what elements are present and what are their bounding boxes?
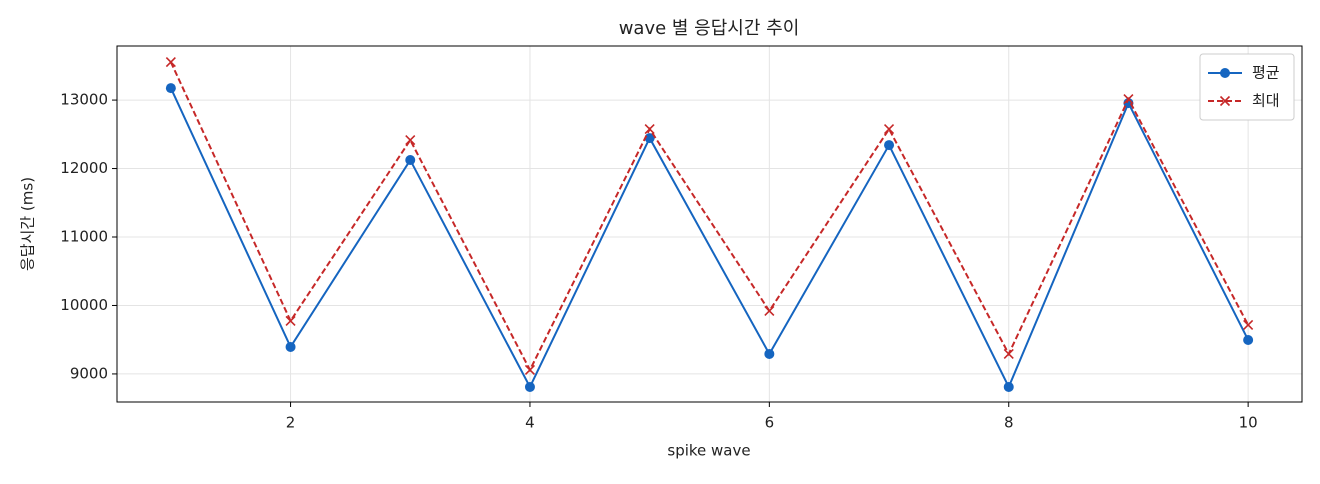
data-point xyxy=(1123,93,1134,105)
x-tick-label: 2 xyxy=(286,414,296,432)
x-tick-label: 8 xyxy=(1004,414,1014,432)
y-tick-label: 9000 xyxy=(70,364,108,382)
data-point xyxy=(644,123,655,135)
series-line xyxy=(169,61,1250,373)
plot-frame xyxy=(116,45,1303,403)
data-point xyxy=(285,341,296,352)
series-line xyxy=(169,87,1250,390)
data-point xyxy=(884,140,895,151)
y-tick-label: 12000 xyxy=(60,159,108,177)
legend-label: 평균 xyxy=(1252,64,1280,82)
x-tick-label: 10 xyxy=(1239,414,1258,432)
x-tick-label: 4 xyxy=(525,414,535,432)
y-tick-label: 11000 xyxy=(60,228,108,246)
y-tick-label: 13000 xyxy=(60,91,108,109)
data-point xyxy=(1243,334,1254,345)
data-point xyxy=(405,155,416,166)
x-tick-label: 6 xyxy=(765,414,775,432)
data-point xyxy=(165,57,176,68)
data-point xyxy=(285,315,296,327)
x-axis-label: spike wave xyxy=(667,442,750,460)
legend-box xyxy=(1199,53,1295,121)
data-point xyxy=(524,364,536,376)
data-point xyxy=(883,123,895,135)
chart-title: wave 별 응답시간 추이 xyxy=(619,18,800,39)
data-point xyxy=(524,381,535,392)
y-axis-label: 응답시간 (ms) xyxy=(19,177,37,271)
y-tick-label: 10000 xyxy=(60,296,108,314)
data-point xyxy=(1003,348,1014,360)
data-point xyxy=(1003,381,1014,392)
data-point xyxy=(165,83,176,94)
data-point xyxy=(764,305,775,317)
legend-marker xyxy=(1219,95,1231,107)
data-point xyxy=(1243,319,1254,331)
legend-label: 최대 xyxy=(1252,92,1280,110)
data-point xyxy=(405,135,416,146)
legend-marker xyxy=(1220,68,1230,78)
data-point xyxy=(764,348,775,359)
data-point xyxy=(644,133,655,144)
